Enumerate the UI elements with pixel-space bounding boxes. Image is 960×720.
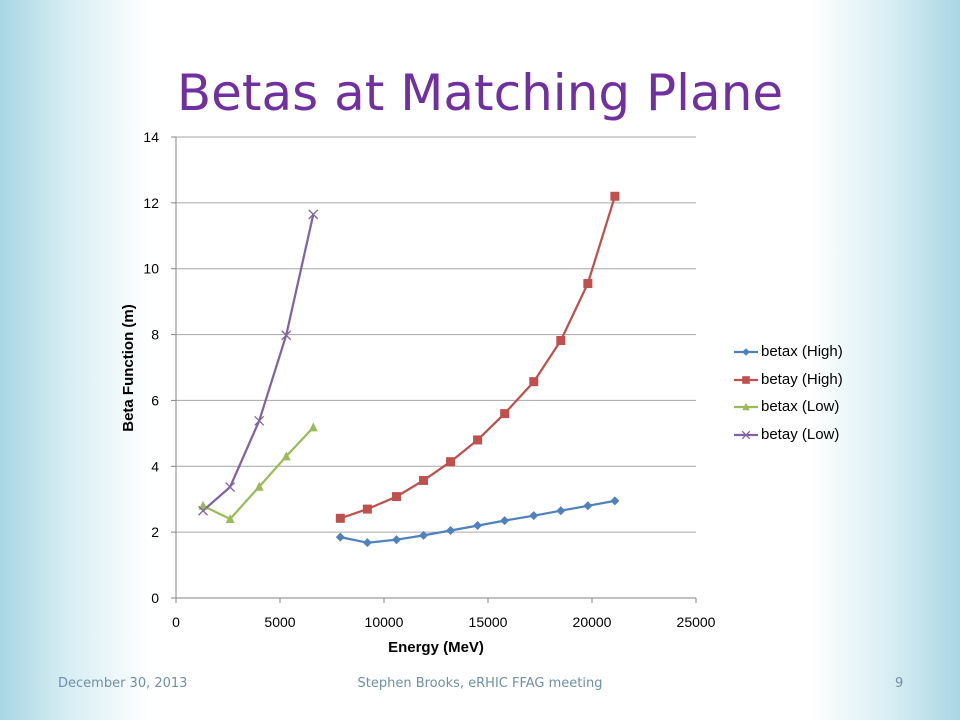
data-point: [225, 513, 235, 523]
chart-series-markers: [198, 191, 620, 548]
legend-label: betay (Low): [761, 425, 840, 443]
y-tick-label: 8: [151, 327, 159, 343]
legend-label: betax (High): [761, 343, 843, 360]
data-point: [473, 521, 483, 531]
data-point: [254, 481, 264, 491]
data-point: [198, 505, 208, 516]
data-point: [741, 430, 751, 439]
data-point: [529, 511, 539, 521]
data-point: [362, 504, 372, 514]
x-tick-label: 15000: [469, 614, 508, 630]
legend-label: betax (Low): [761, 398, 840, 415]
data-point: [583, 279, 593, 289]
legend-swatch: [734, 375, 758, 384]
data-point: [610, 496, 620, 506]
data-point: [556, 335, 566, 345]
data-point-stroke: [198, 505, 208, 516]
data-point: [556, 506, 566, 516]
data-point: [254, 415, 265, 426]
legend-item-betay-low: betay (Low): [734, 425, 934, 453]
data-point: [742, 375, 750, 384]
chart-tick-labels: 0 2 4 6 8 10 12 14 0 5000 10000 15000 20000 25000: [143, 129, 715, 630]
data-point: [419, 475, 429, 485]
y-tick-label: 12: [143, 195, 159, 211]
data-point: [742, 348, 750, 356]
legend-item-betay-high: betay (High): [734, 370, 934, 398]
data-point: [529, 377, 539, 387]
series-line: [339, 195, 616, 520]
data-point: [308, 209, 319, 220]
x-axis-label: Energy (MeV): [388, 639, 484, 656]
legend-swatch: [734, 348, 758, 356]
x-tick-label: 0: [172, 614, 180, 630]
chart-series-lines: [202, 195, 616, 544]
y-tick-label: 4: [151, 458, 159, 474]
y-axis-label: Beta Function (m): [120, 304, 137, 432]
data-point: [500, 409, 510, 419]
legend-item-betax-low: betax (Low): [734, 397, 934, 425]
data-point: [473, 435, 483, 445]
legend-swatch: [734, 402, 758, 411]
y-tick-label: 0: [151, 590, 159, 606]
data-point: [391, 492, 401, 502]
data-point: [583, 501, 593, 511]
data-point-stroke: [308, 209, 319, 220]
legend-swatch: [734, 430, 758, 439]
data-point: [500, 516, 510, 526]
x-tick-label: 5000: [264, 614, 295, 630]
data-point-stroke: [254, 415, 265, 426]
series-line: [202, 426, 315, 521]
page-number: 9: [895, 676, 904, 691]
data-point: [419, 530, 429, 540]
data-point-stroke: [741, 430, 751, 439]
slide-title: Betas at Matching Plane: [176, 64, 784, 122]
legend-label: betay (High): [761, 370, 843, 388]
data-point: [362, 538, 372, 548]
footer-date: December 30, 2013: [58, 676, 188, 691]
data-point: [225, 482, 236, 492]
chart-gridlines: [176, 136, 696, 533]
data-point-stroke: [281, 330, 292, 341]
data-point: [281, 330, 292, 341]
data-point-stroke: [225, 482, 236, 492]
y-tick-label: 10: [143, 261, 159, 277]
data-point: [446, 525, 456, 535]
data-point: [391, 535, 401, 545]
x-tick-label: 25000: [677, 614, 716, 630]
data-point: [281, 451, 291, 461]
data-point: [198, 500, 208, 510]
x-tick-label: 20000: [573, 614, 612, 630]
chart-axes: [171, 136, 697, 603]
legend-item-betax-high: betax (High): [734, 342, 934, 370]
data-point: [610, 191, 620, 201]
data-point: [335, 513, 345, 523]
y-tick-label: 14: [143, 129, 159, 145]
x-tick-label: 10000: [365, 614, 404, 630]
y-tick-label: 6: [151, 392, 159, 408]
data-point: [446, 457, 456, 467]
chart-legend: betax (High) betay (High) betax (Low) be…: [734, 342, 934, 452]
data-point: [742, 402, 750, 411]
y-tick-label: 2: [151, 524, 159, 540]
data-point: [308, 422, 318, 432]
data-point: [335, 532, 345, 542]
footer-presenter: Stephen Brooks, eRHIC FFAG meeting: [357, 676, 603, 691]
